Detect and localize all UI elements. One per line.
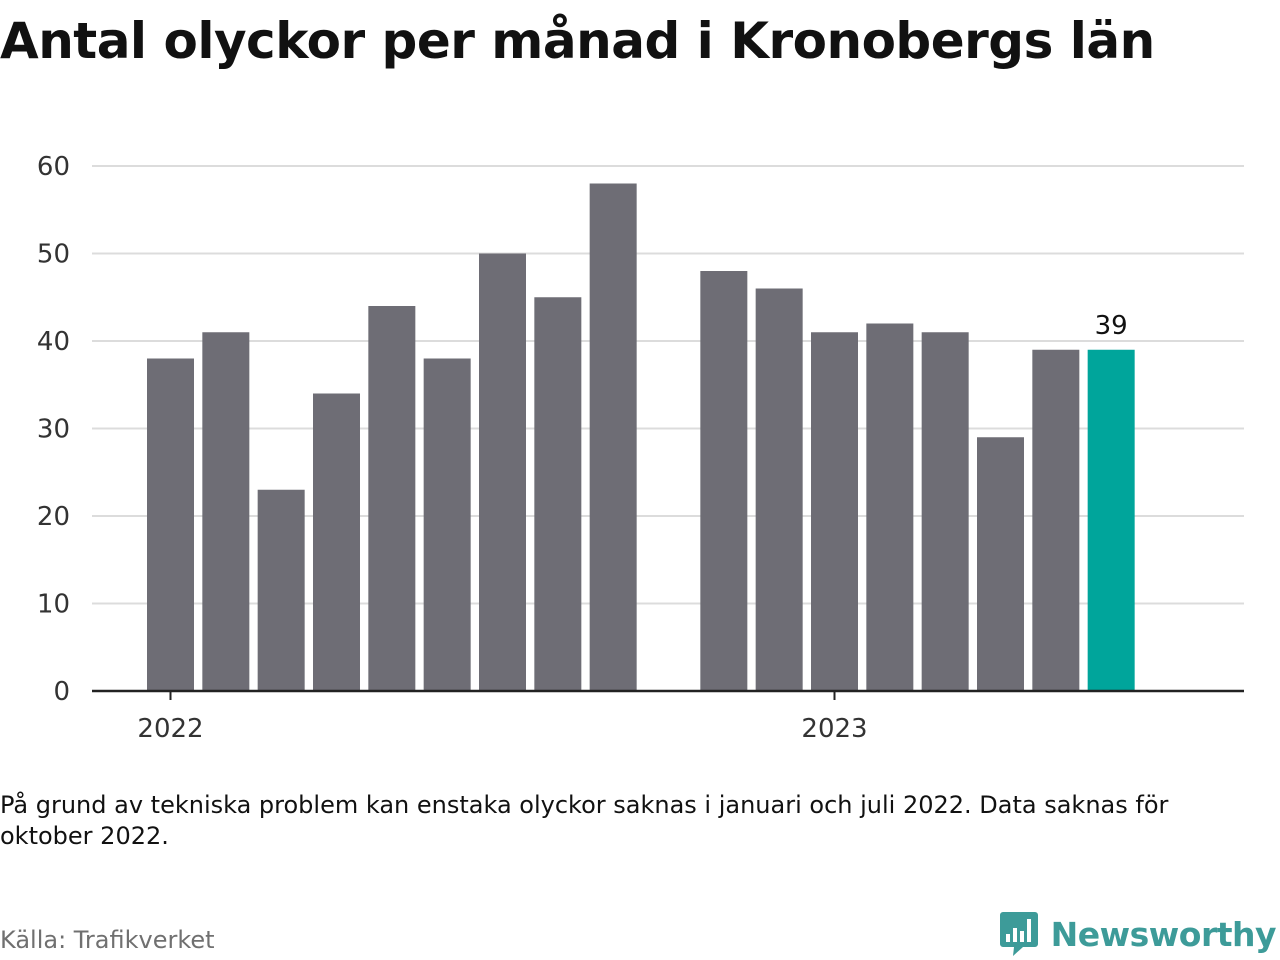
chart-title: Antal olyckor per månad i Kronobergs län bbox=[0, 12, 1155, 70]
bar bbox=[202, 332, 250, 691]
y-tick-label: 50 bbox=[37, 240, 70, 270]
bar bbox=[866, 323, 914, 691]
bar bbox=[755, 288, 803, 691]
y-axis-ticks: 0 10 20 30 40 50 60 bbox=[37, 152, 70, 707]
bar bbox=[368, 306, 416, 691]
bar bbox=[977, 437, 1024, 691]
y-tick-label: 10 bbox=[37, 590, 70, 620]
y-tick-label: 30 bbox=[37, 415, 70, 445]
data-labels: 39 bbox=[1095, 311, 1128, 341]
x-axis: 2022 2023 bbox=[92, 689, 1244, 744]
y-tick-label: 60 bbox=[37, 152, 70, 182]
bar bbox=[479, 253, 526, 691]
bar bbox=[257, 489, 305, 691]
bar bbox=[534, 297, 582, 691]
bar bbox=[811, 332, 858, 691]
y-tick-label: 0 bbox=[53, 677, 70, 707]
bar bbox=[700, 271, 748, 691]
bar bbox=[147, 358, 194, 691]
y-tick-label: 20 bbox=[37, 502, 70, 532]
x-tick-label: 2023 bbox=[801, 714, 867, 744]
newsworthy-logo[interactable]: Newsworthy bbox=[999, 910, 1277, 958]
newsworthy-logo-text: Newsworthy bbox=[1050, 914, 1277, 954]
data-label: 39 bbox=[1095, 311, 1128, 341]
bars bbox=[147, 183, 1135, 691]
bar-highlighted bbox=[1087, 349, 1135, 691]
chart-note: På grund av tekniska problem kan enstaka… bbox=[0, 791, 1169, 850]
bar bbox=[921, 332, 969, 691]
x-tick-label: 2022 bbox=[137, 714, 203, 744]
bar bbox=[423, 358, 471, 691]
bar-chart: 0 10 20 30 40 50 60 2022 2023 39 bbox=[37, 152, 1244, 744]
source-text: Källa: Trafikverket bbox=[0, 926, 215, 954]
bar bbox=[313, 393, 360, 691]
bar bbox=[589, 183, 637, 691]
newsworthy-logo-icon bbox=[999, 912, 1038, 956]
bar bbox=[1032, 349, 1080, 691]
y-tick-label: 40 bbox=[37, 327, 70, 357]
